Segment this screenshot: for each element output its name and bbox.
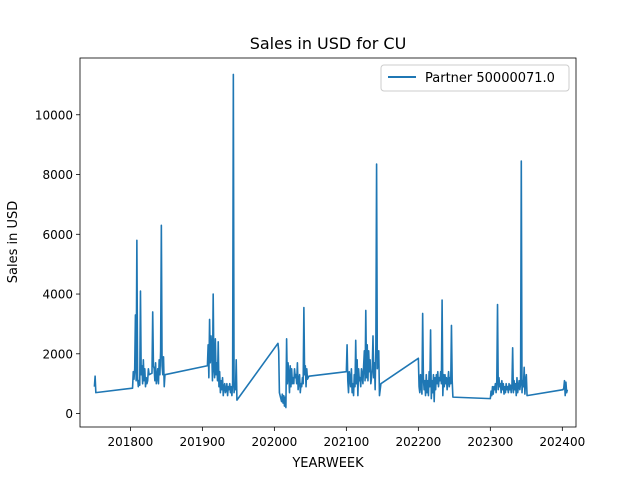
legend: Partner 50000071.0: [380, 64, 570, 92]
y-tick-label: 2000: [42, 347, 73, 361]
x-tick-label: 202000: [251, 435, 297, 449]
legend-label: Partner 50000071.0: [425, 71, 555, 86]
plot-frame: [79, 57, 577, 428]
y-tick-label: 10000: [35, 108, 73, 122]
x-tick-label: 201800: [107, 435, 153, 449]
x-tick-label: 201900: [179, 435, 225, 449]
x-axis: 201800 201900 202000 202100 202200 202300 2024…: [107, 427, 585, 449]
series-line: [93, 73, 569, 409]
y-tick-label: 0: [65, 407, 73, 421]
y-tick-label: 6000: [42, 228, 73, 242]
y-tick-label: 4000: [42, 288, 73, 302]
y-axis: 0 2000 4000 6000 8000 10000: [35, 108, 80, 421]
x-tick-label: 202400: [539, 435, 585, 449]
y-axis-label: Sales in USD: [6, 201, 21, 284]
x-axis-label: YEARWEEK: [291, 456, 364, 471]
x-tick-label: 202100: [323, 435, 369, 449]
x-tick-label: 202300: [467, 435, 513, 449]
x-tick-label: 202200: [395, 435, 441, 449]
chart-title: Sales in USD for CU: [250, 34, 407, 53]
legend-box: [380, 64, 570, 92]
y-tick-label: 8000: [42, 168, 73, 182]
